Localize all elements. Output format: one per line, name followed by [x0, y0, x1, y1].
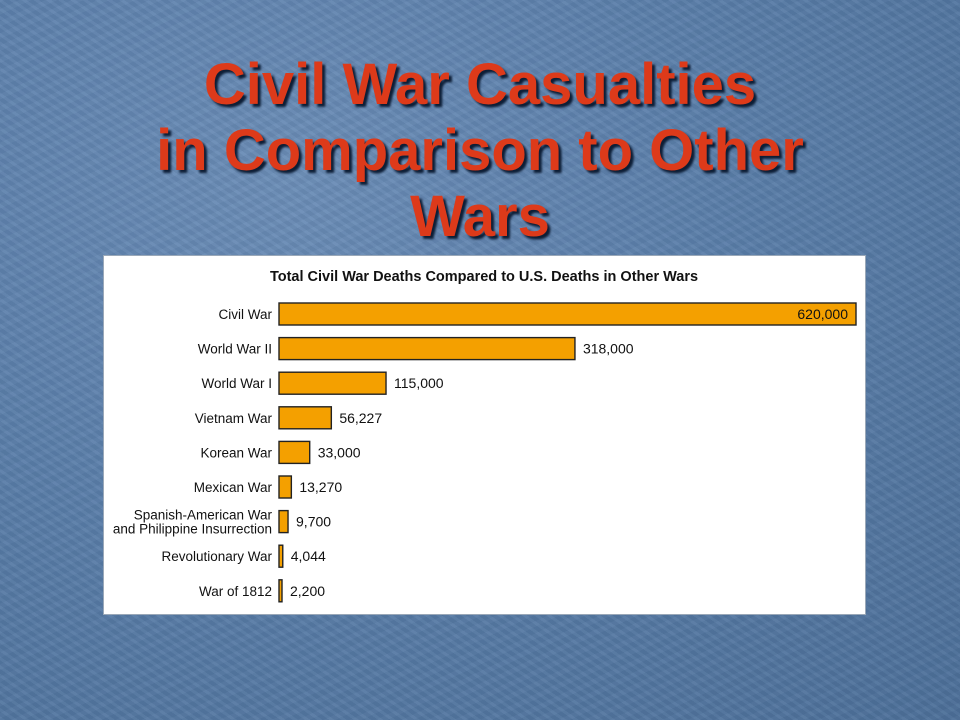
category-label-8: War of 1812: [199, 584, 272, 599]
value-label-1: 318,000: [583, 341, 634, 357]
bar-0: [278, 302, 857, 326]
bar-6: [278, 509, 289, 534]
bar-4: [278, 440, 311, 465]
category-label-1: World War II: [198, 342, 272, 357]
category-label-5: Mexican War: [194, 480, 273, 495]
bar-7: [278, 544, 284, 568]
bar-1: [278, 336, 576, 361]
slide-title-line-2: in Comparison to Other: [156, 118, 804, 183]
value-label-6: 9,700: [296, 514, 331, 530]
value-label-0: 620,000: [797, 306, 848, 322]
bar-2: [278, 371, 387, 395]
category-label-6-0: Spanish-American War: [134, 508, 273, 523]
category-label-2: World War I: [201, 376, 272, 391]
chart-panel: Total Civil War Deaths Compared to U.S. …: [103, 255, 866, 615]
slide-title-line-1: Civil War Casualties: [203, 52, 757, 117]
category-label-4: Korean War: [200, 445, 272, 460]
bar-5: [278, 475, 293, 499]
bars-layer: Civil War 620,000 World War II 318,000 World…: [113, 302, 857, 603]
value-label-7: 4,044: [291, 548, 326, 564]
value-label-5: 13,270: [299, 479, 342, 495]
value-label-2: 115,000: [394, 375, 444, 391]
value-label-8: 2,200: [290, 583, 325, 599]
category-label-0: Civil War: [219, 307, 273, 322]
category-label-7: Revolutionary War: [161, 549, 272, 564]
slide-title-line-3: Wars: [410, 184, 550, 249]
bar-8: [278, 579, 283, 603]
category-label-3: Vietnam War: [195, 411, 273, 426]
value-label-4: 33,000: [318, 444, 361, 460]
value-label-3: 56,227: [339, 410, 382, 426]
chart-title: Total Civil War Deaths Compared to U.S. …: [270, 269, 698, 285]
bar-chart: Total Civil War Deaths Compared to U.S. …: [113, 269, 857, 603]
category-label-6-1: and Philippine Insurrection: [113, 522, 272, 537]
slide-title: Civil War Casualties in Comparison to Ot…: [60, 52, 900, 250]
bar-3: [278, 406, 333, 430]
